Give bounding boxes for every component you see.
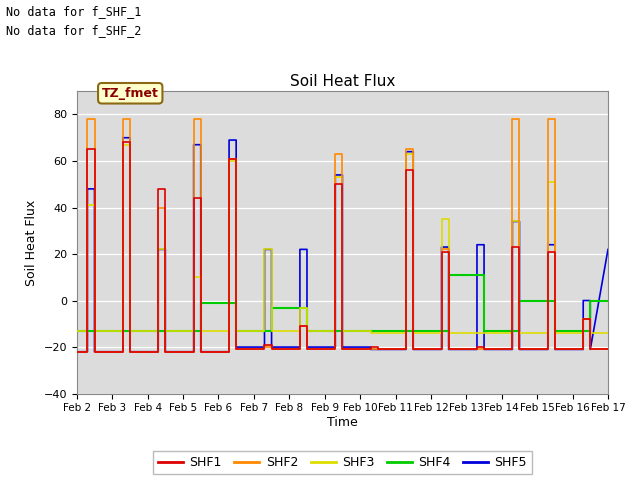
Title: Soil Heat Flux: Soil Heat Flux	[290, 73, 395, 89]
Text: No data for f_SHF_2: No data for f_SHF_2	[6, 24, 142, 37]
Y-axis label: Soil Heat Flux: Soil Heat Flux	[25, 199, 38, 286]
Legend: SHF1, SHF2, SHF3, SHF4, SHF5: SHF1, SHF2, SHF3, SHF4, SHF5	[153, 451, 532, 474]
Text: No data for f_SHF_1: No data for f_SHF_1	[6, 5, 142, 18]
X-axis label: Time: Time	[327, 416, 358, 429]
Text: TZ_fmet: TZ_fmet	[102, 87, 159, 100]
